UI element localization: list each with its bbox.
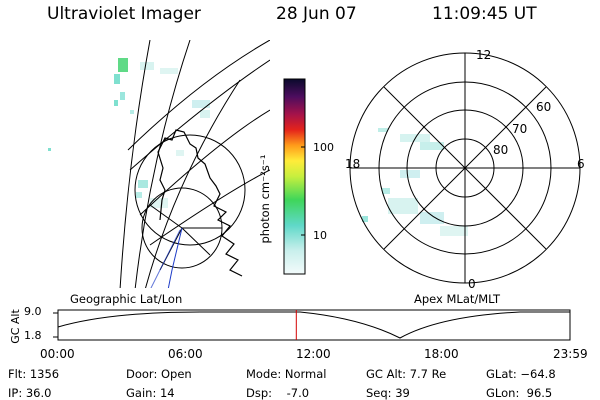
aurora-emission-geo xyxy=(48,58,210,208)
time-tick-0600: 06:00 xyxy=(168,347,203,361)
time-tick-0000: 00:00 xyxy=(40,347,75,361)
time-tick-1800: 18:00 xyxy=(424,347,459,361)
mlt-label-6: 6 xyxy=(577,157,585,171)
altitude-axis-label: GC Alt xyxy=(8,309,22,344)
mode-value: Mode: Normal xyxy=(246,367,327,381)
app-title: Ultraviolet Imager xyxy=(47,4,201,24)
ip-value: IP: 36.0 xyxy=(8,386,52,400)
lat-label-80: 80 xyxy=(493,143,509,157)
colorbar-tick-100: 100 xyxy=(313,141,334,154)
gain-value: Gain: 14 xyxy=(126,386,175,400)
geographic-map xyxy=(48,40,270,288)
dsp-value: Dsp: -7.0 xyxy=(246,386,310,400)
time-tick-1200: 12:00 xyxy=(296,347,331,361)
door-status: Door: Open xyxy=(126,367,192,381)
time-label: 11:09:45 UT xyxy=(432,4,537,24)
date-label: 28 Jun 07 xyxy=(276,4,357,24)
aurora-emission-polar xyxy=(362,128,468,236)
glat-value: GLat: −64.8 xyxy=(486,367,556,381)
flight-number: Flt: 1356 xyxy=(8,367,60,381)
colorbar-tick-10: 10 xyxy=(313,229,327,242)
geo-caption: Geographic Lat/Lon xyxy=(70,292,183,306)
mlt-label-12: 12 xyxy=(476,48,492,62)
altitude-tick-9: 9.0 xyxy=(24,305,42,318)
color-bar xyxy=(283,78,306,275)
polar-caption: Apex MLat/MLT xyxy=(414,292,501,306)
mlt-label-0: 0 xyxy=(468,277,476,291)
mlt-label-18: 18 xyxy=(345,157,361,171)
time-tick-2359: 23:59 xyxy=(553,347,588,361)
glon-value: GLon: 96.5 xyxy=(486,386,553,400)
polar-plot xyxy=(349,52,581,284)
colorbar-label: photon cm⁻²s⁻¹ xyxy=(258,154,272,244)
altitude-tick-1-8: 1.8 xyxy=(24,329,42,342)
gc-alt-value: GC Alt: 7.7 Re xyxy=(366,367,447,381)
altitude-timeline xyxy=(53,309,571,341)
lat-label-70: 70 xyxy=(512,122,528,136)
altitude-curve xyxy=(57,311,570,339)
lat-label-60: 60 xyxy=(536,100,552,114)
seq-value: Seq: 39 xyxy=(366,386,410,400)
